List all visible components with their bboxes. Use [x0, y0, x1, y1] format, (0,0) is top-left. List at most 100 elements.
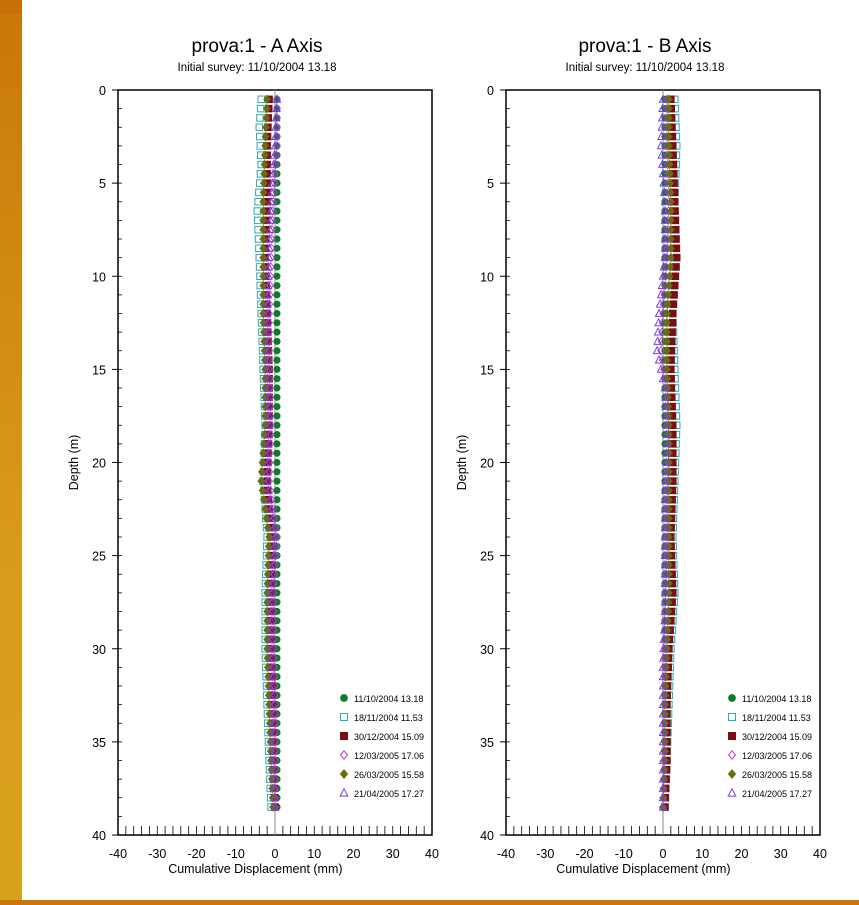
data-point: [664, 467, 673, 477]
data-point: [273, 347, 281, 355]
data-point: [268, 708, 278, 718]
data-point: [653, 327, 663, 336]
data-point: [273, 393, 281, 401]
data-point: [270, 532, 280, 541]
legend-label: 26/03/2005 15.58: [742, 770, 812, 780]
data-point: [271, 709, 279, 719]
data-point: [261, 141, 270, 151]
data-point: [265, 467, 274, 477]
x-tick-label: 40: [813, 847, 827, 861]
y-tick-label: 25: [480, 550, 494, 564]
data-point: [268, 718, 278, 727]
data-point: [260, 429, 269, 440]
data-point: [265, 494, 275, 504]
data-point: [664, 141, 673, 151]
y-tick-label: 10: [92, 270, 106, 284]
data-point: [663, 364, 671, 375]
data-point: [660, 578, 670, 587]
data-point: [270, 802, 280, 811]
data-point: [265, 299, 274, 309]
chart-subtitle: Initial survey: 11/10/2004 13.18: [178, 62, 337, 74]
data-point: [659, 261, 669, 271]
legend-marker: [339, 769, 349, 779]
data-point: [268, 746, 278, 755]
legend-label: 18/11/2004 11.53: [742, 713, 811, 723]
data-point: [266, 597, 276, 606]
data-point: [660, 504, 670, 513]
data-point: [262, 103, 271, 114]
data-point: [273, 300, 281, 308]
data-point: [273, 561, 281, 569]
data-point: [259, 187, 268, 198]
data-point: [270, 131, 280, 140]
data-point: [659, 187, 669, 196]
data-point: [270, 569, 279, 579]
data-point: [258, 457, 267, 468]
data-point: [261, 383, 270, 393]
data-point: [266, 196, 276, 206]
data-point: [271, 699, 279, 710]
data-point: [262, 355, 272, 364]
data-point: [273, 468, 281, 476]
data-point: [264, 485, 273, 494]
data-point: [259, 280, 268, 291]
data-point: [266, 504, 276, 513]
x-tick-label: 30: [386, 847, 400, 861]
data-point: [270, 792, 280, 802]
data-point: [658, 168, 668, 178]
x-tick-label: 40: [425, 847, 439, 861]
data-point: [653, 336, 663, 345]
data-point: [269, 522, 279, 532]
data-point: [263, 448, 273, 457]
data-point: [267, 671, 277, 681]
data-point: [660, 532, 670, 541]
data-point: [657, 280, 667, 289]
data-point: [272, 94, 282, 103]
data-point: [260, 159, 269, 170]
data-point: [664, 420, 673, 430]
data-point: [265, 457, 274, 468]
legend-marker: [340, 694, 348, 702]
data-point: [655, 299, 665, 308]
data-point: [259, 206, 268, 216]
data-point: [660, 494, 670, 504]
data-point: [660, 392, 670, 401]
legend-marker: [727, 787, 737, 797]
data-point: [263, 466, 272, 476]
data-point: [262, 327, 272, 336]
data-point: [263, 457, 273, 466]
data-point: [270, 681, 279, 691]
data-point: [270, 690, 279, 700]
data-point: [660, 224, 670, 234]
data-point: [273, 216, 281, 224]
data-point: [660, 252, 670, 262]
data-point: [266, 280, 274, 291]
data-point: [266, 215, 275, 224]
data-point: [255, 123, 264, 131]
data-point: [259, 225, 268, 235]
data-point: [656, 140, 666, 150]
data-point: [270, 672, 278, 682]
data-point: [272, 541, 281, 551]
data-point: [273, 281, 281, 290]
x-tick-label: -10: [615, 847, 633, 861]
data-point: [269, 504, 277, 514]
data-point: [268, 215, 277, 226]
data-point: [272, 150, 281, 160]
data-point: [266, 615, 276, 625]
data-point: [664, 94, 673, 104]
x-tick-label: 10: [307, 847, 321, 861]
data-point: [269, 616, 277, 626]
data-point: [267, 252, 275, 263]
data-point: [267, 420, 275, 430]
y-tick-label: 40: [480, 829, 494, 843]
x-tick-label: 30: [774, 847, 788, 861]
data-point: [660, 196, 670, 206]
y-axis-label: Depth (m): [67, 435, 81, 491]
data-point: [260, 169, 269, 179]
data-point: [259, 448, 268, 458]
data-point: [660, 569, 670, 578]
x-tick-label: -40: [497, 847, 515, 861]
data-point: [267, 513, 277, 522]
data-point: [663, 318, 671, 328]
